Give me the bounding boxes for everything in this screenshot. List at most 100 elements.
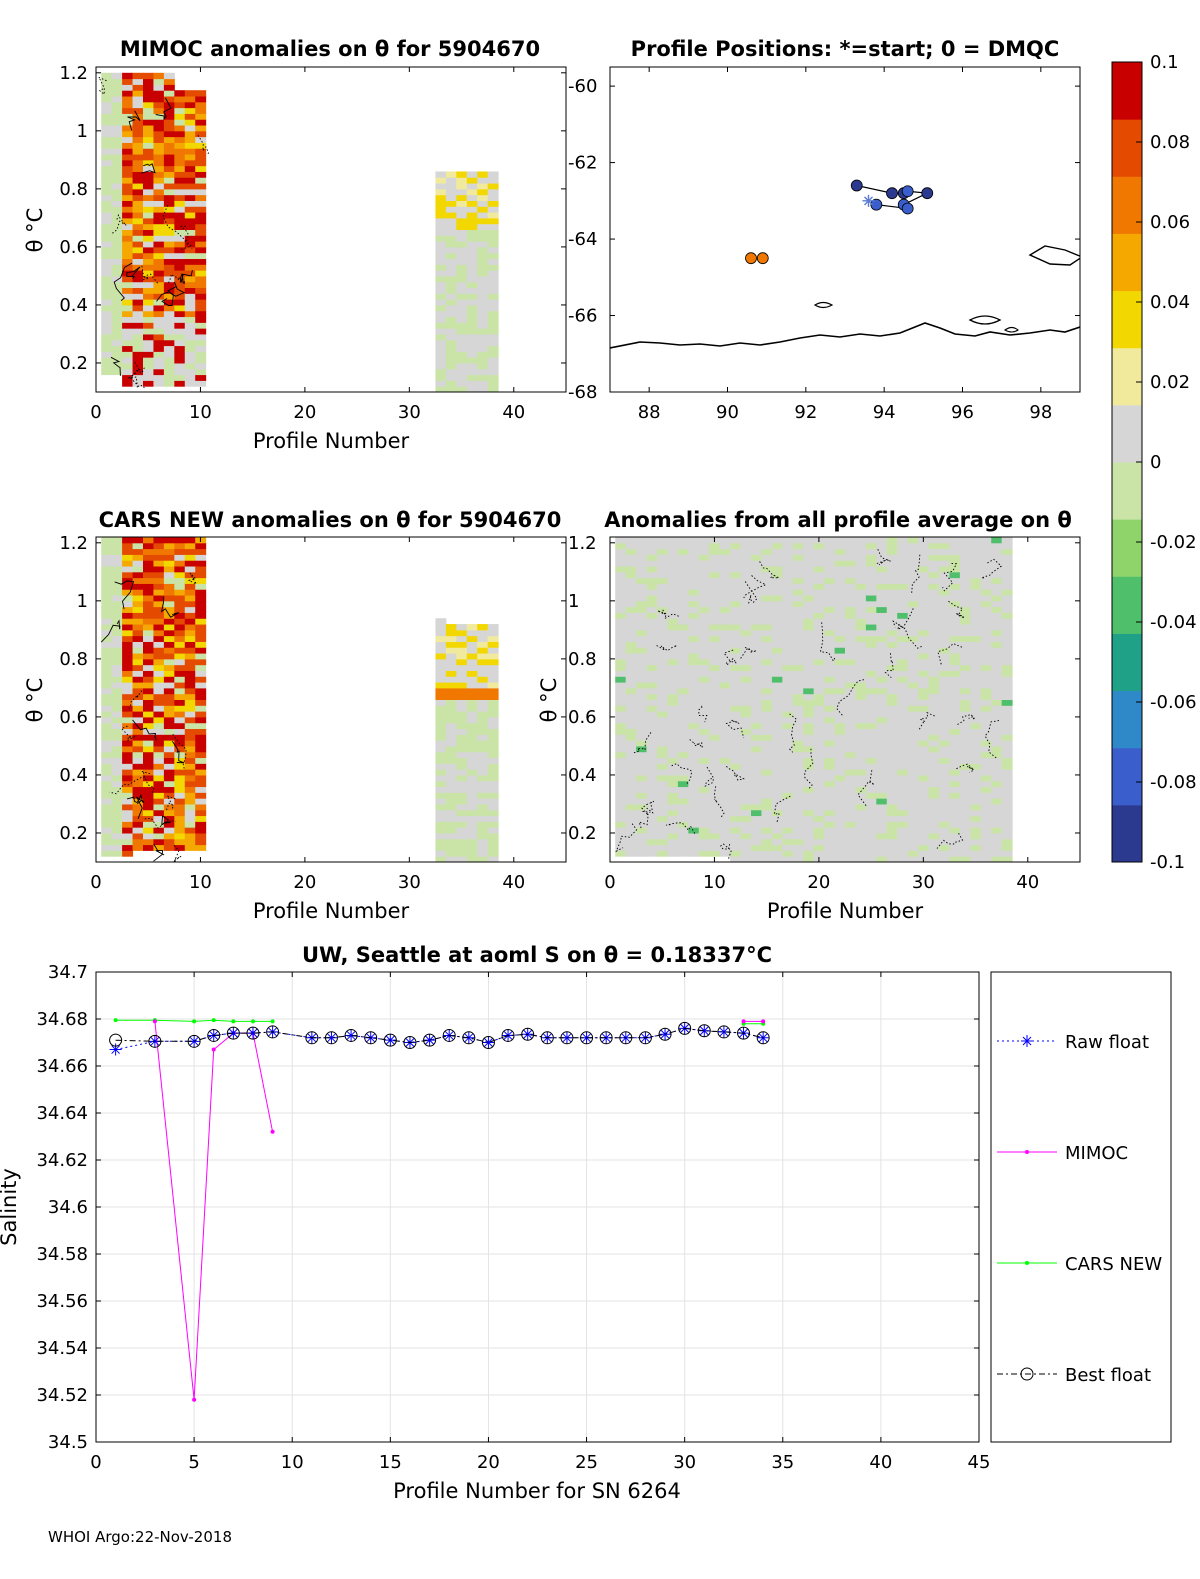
heatmap-cell [657, 844, 668, 851]
heatmap-cell [195, 357, 207, 364]
heatmap-cell [163, 780, 175, 788]
heatmap-cell [657, 618, 668, 625]
heatmap-cell [445, 299, 457, 306]
colorbar-band [1112, 347, 1142, 406]
heatmap-cell [688, 548, 700, 555]
heatmap-cell [132, 270, 144, 277]
heatmap-cell [487, 838, 499, 846]
heatmap-cell [153, 84, 165, 91]
heatmap-cell [657, 769, 668, 776]
heatmap-cell [111, 722, 123, 730]
heatmap-cell [761, 670, 773, 677]
heatmap-cell [792, 606, 804, 613]
heatmap-cell [445, 246, 457, 254]
heatmap-cell [445, 264, 457, 271]
heatmap-cell [719, 670, 731, 677]
heatmap-cell [667, 815, 679, 822]
heatmap-cell [615, 682, 627, 689]
heatmap-cell [111, 705, 123, 712]
heatmap-cell [111, 658, 123, 666]
heatmap-cell [625, 595, 637, 602]
contour-line [666, 822, 696, 834]
heatmap-cell [803, 589, 815, 596]
heatmap-cell [939, 676, 950, 683]
heatmap-cell [101, 641, 113, 648]
heatmap-cell [918, 844, 930, 851]
heatmap-cell [435, 821, 447, 828]
heatmap-cell [939, 577, 950, 584]
heatmap-cell [991, 716, 1003, 724]
heatmap-cell [143, 827, 154, 834]
heatmap-cell [803, 583, 815, 590]
heatmap-cell [865, 542, 877, 550]
heatmap-cell [667, 647, 679, 654]
heatmap-cell [657, 827, 668, 834]
allavg-heatmap [615, 537, 1013, 862]
heatmap-cell [949, 571, 961, 579]
heatmap-cell [698, 809, 710, 817]
heatmap-cell [730, 566, 742, 573]
profile-position-marker [870, 198, 883, 211]
heatmap-cell [886, 635, 898, 642]
heatmap-cell [677, 728, 689, 735]
heatmap-cell [813, 774, 825, 782]
heatmap-cell [163, 658, 175, 666]
heatmap-cell [163, 577, 175, 584]
heatmap-cell [132, 821, 144, 828]
heatmap-cell [445, 287, 457, 294]
heatmap-cell [153, 345, 165, 352]
heatmap-cell [730, 780, 742, 788]
best-float-point [246, 1026, 260, 1040]
heatmap-cell [730, 618, 742, 625]
heatmap-cell [195, 154, 207, 161]
heatmap-cell [143, 809, 154, 817]
heatmap-cell [445, 316, 457, 323]
heatmap-cell [153, 339, 165, 347]
heatmap-cell [677, 792, 689, 799]
heatmap-cell [970, 571, 982, 579]
heatmap-cell [991, 577, 1003, 584]
heatmap-cell [143, 316, 154, 323]
heatmap-cell [174, 763, 186, 770]
heatmap-cell [143, 670, 154, 677]
heatmap-cell [657, 664, 668, 671]
heatmap-cell [477, 705, 489, 712]
contour-line [110, 213, 127, 235]
heatmap-cell [466, 287, 478, 294]
heatmap-cell [771, 769, 783, 776]
heatmap-cell [918, 850, 930, 857]
heatmap-cell [886, 577, 898, 584]
heatmap-cell [477, 217, 489, 225]
heatmap-cell [111, 177, 123, 184]
heatmap-cell [143, 542, 154, 550]
heatmap-cell [719, 780, 731, 788]
heatmap-cell [782, 618, 794, 625]
contour-line [956, 763, 975, 773]
legend-label: MIMOC [1065, 1143, 1128, 1164]
heatmap-cell [865, 664, 877, 671]
heatmap-cell [980, 745, 992, 753]
heatmap-cell [195, 165, 207, 172]
allavg-ylabel: θ °C [537, 678, 561, 723]
heatmap-cell [195, 786, 207, 793]
heatmap-cell [970, 740, 982, 747]
heatmap-cell [174, 537, 186, 544]
heatmap-cell [980, 554, 992, 561]
heatmap-cell [487, 217, 499, 225]
heatmap-cell [435, 333, 447, 341]
heatmap-cell [918, 832, 930, 840]
heatmap-cell [435, 624, 447, 631]
heatmap-cell [949, 589, 961, 596]
heatmap-cell [709, 722, 721, 730]
heatmap-cell [163, 682, 175, 689]
heatmap-cell [111, 136, 123, 143]
heatmap-cell [970, 763, 982, 770]
heatmap-cell [184, 281, 196, 289]
heatmap-cell [487, 722, 499, 730]
heatmap-cell [886, 838, 898, 846]
heatmap-cell [636, 566, 648, 573]
heatmap-cell [991, 618, 1003, 625]
heatmap-cell [771, 699, 783, 706]
heatmap-cell [991, 693, 1003, 700]
heatmap-cell [959, 612, 971, 619]
